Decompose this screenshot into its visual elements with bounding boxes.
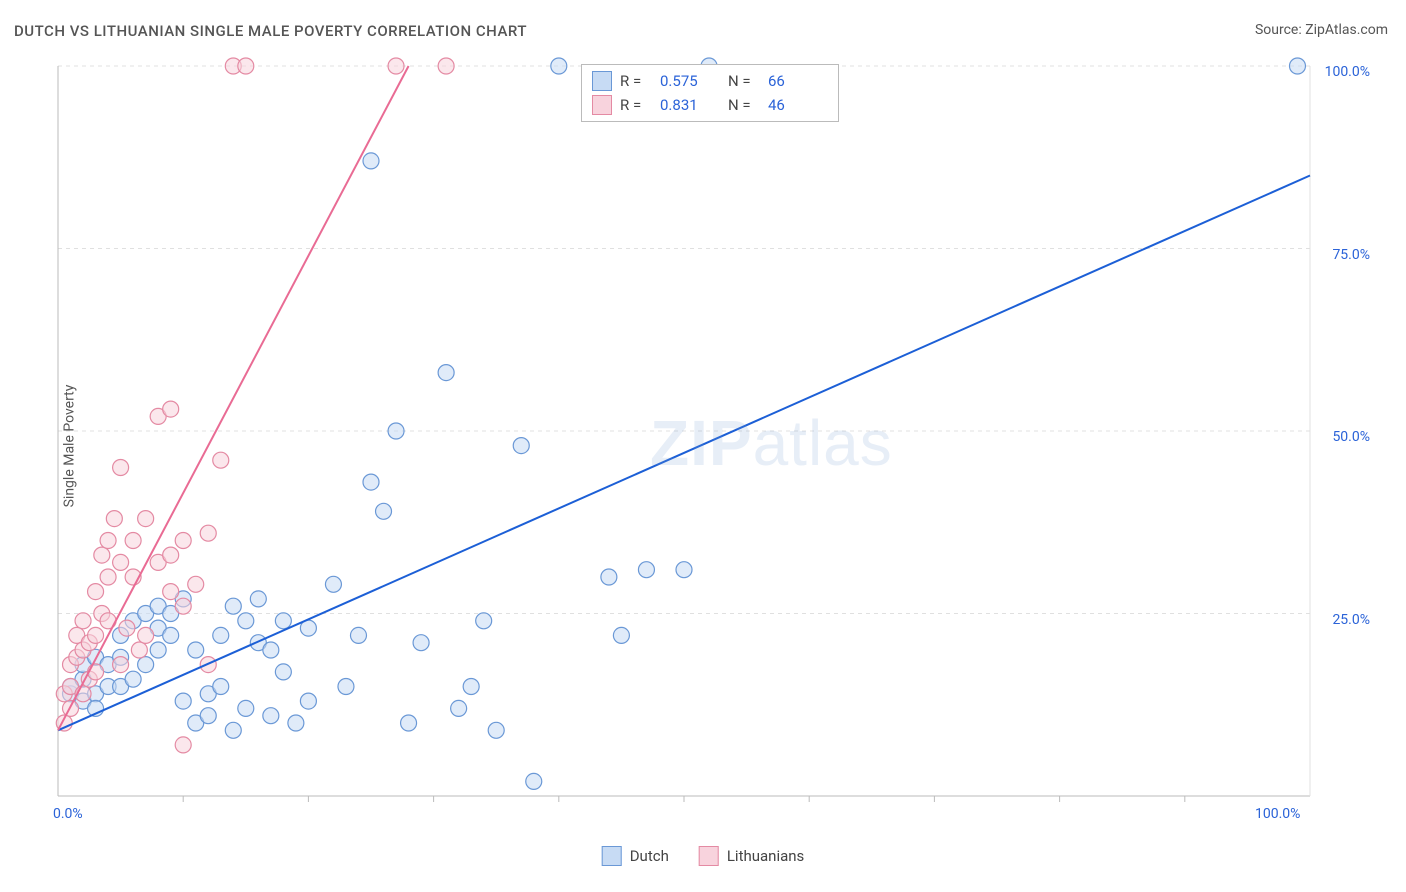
x-tick-label: 0.0% [53,806,83,822]
x-tick-label: 100.0% [1255,806,1300,822]
scatter-plot-svg [50,56,1370,826]
r-value: 0.831 [660,96,720,114]
r-label: R = [620,72,652,90]
r-value: 0.575 [660,72,720,90]
n-value: 66 [768,72,828,90]
source-attribution: Source: ZipAtlas.com [1255,22,1388,38]
chart-title: DUTCH VS LITHUANIAN SINGLE MALE POVERTY … [14,22,527,40]
series-legend-label: Dutch [630,847,669,865]
y-tick-label: 100.0% [1325,64,1370,80]
legend-swatch [699,846,719,866]
n-label: N = [728,72,760,90]
n-label: N = [728,96,760,114]
series-legend-label: Lithuanians [727,847,804,865]
r-label: R = [620,96,652,114]
series-legend: Dutch Lithuanians [602,846,805,866]
series-legend-item: Lithuanians [699,846,804,866]
legend-stat-row: R = 0.575 N = 66 [592,69,828,93]
source-label: Source: [1255,22,1305,38]
series-legend-item: Dutch [602,846,669,866]
y-tick-label: 75.0% [1332,247,1370,263]
legend-swatch [592,71,612,91]
chart-area: R =0.575N =66R =0.831N =46 ZIPatlas [50,56,1370,826]
correlation-legend: R = 0.575 N = 66 R = 0.831 N = 46 [581,64,839,122]
legend-swatch [592,95,612,115]
y-tick-label: 25.0% [1332,612,1370,628]
n-value: 46 [768,96,828,114]
legend-stat-row: R = 0.831 N = 46 [592,93,828,117]
y-tick-label: 50.0% [1332,429,1370,445]
source-name: ZipAtlas.com [1305,22,1388,38]
legend-swatch [602,846,622,866]
